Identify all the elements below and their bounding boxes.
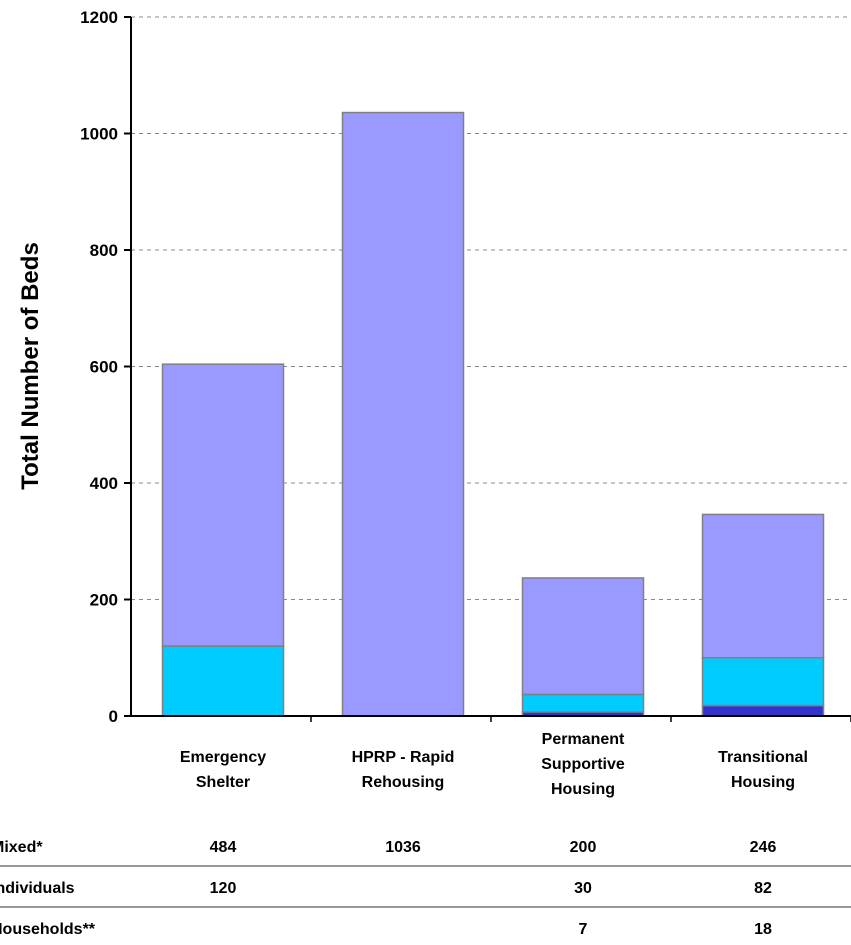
y-tick-label: 200 — [90, 591, 118, 610]
bar-segment — [521, 693, 645, 713]
y-tick-labels: 0 200 400 600 800 1000 1200 — [80, 8, 118, 726]
data-table: Mixed* 484 1036 200 246 Individuals 120 30 82 Hou… — [0, 839, 851, 938]
y-tick-label: 600 — [90, 358, 118, 377]
table-row-label: Households** — [0, 921, 96, 938]
y-axis-label: Total Number of Beds — [17, 242, 44, 490]
table-row-label: Individuals — [0, 880, 75, 897]
category-label: HPRP - Rapid — [352, 749, 455, 766]
category-label: Permanent — [542, 731, 625, 748]
table-cell: 246 — [750, 839, 777, 856]
bar-segment — [701, 657, 825, 707]
bar-segment — [341, 111, 465, 717]
table-cell: 18 — [754, 921, 772, 938]
table-cell: 1036 — [385, 839, 421, 856]
bar-segment — [161, 363, 285, 647]
category-label: Housing — [731, 774, 795, 791]
y-tick-label: 0 — [109, 707, 118, 726]
y-tick-label: 400 — [90, 474, 118, 493]
category-labels: Emergency Shelter HPRP - Rapid Rehousing Per… — [180, 731, 808, 798]
category-label: Transitional — [718, 749, 808, 766]
axes — [124, 16, 851, 722]
y-tick-label: 1200 — [80, 8, 118, 27]
category-label: Emergency — [180, 749, 266, 766]
bar-segment — [161, 645, 285, 717]
table-cell: 120 — [210, 880, 237, 897]
table-cell: 82 — [754, 880, 772, 897]
table-cell: 200 — [570, 839, 597, 856]
bar-segment — [521, 577, 645, 696]
table-row-label: Mixed* — [0, 839, 43, 856]
category-label: Supportive — [541, 756, 625, 773]
y-tick-label: 1000 — [80, 125, 118, 144]
category-label: Shelter — [196, 774, 250, 791]
table-cell: 30 — [574, 880, 592, 897]
category-label: Rehousing — [362, 774, 445, 791]
y-tick-label: 800 — [90, 241, 118, 260]
table-cell: 484 — [210, 839, 237, 856]
bar-segment — [701, 704, 825, 717]
bar-segment — [701, 513, 825, 659]
bars — [161, 111, 825, 717]
category-label: Housing — [551, 781, 615, 798]
table-cell: 7 — [579, 921, 588, 938]
